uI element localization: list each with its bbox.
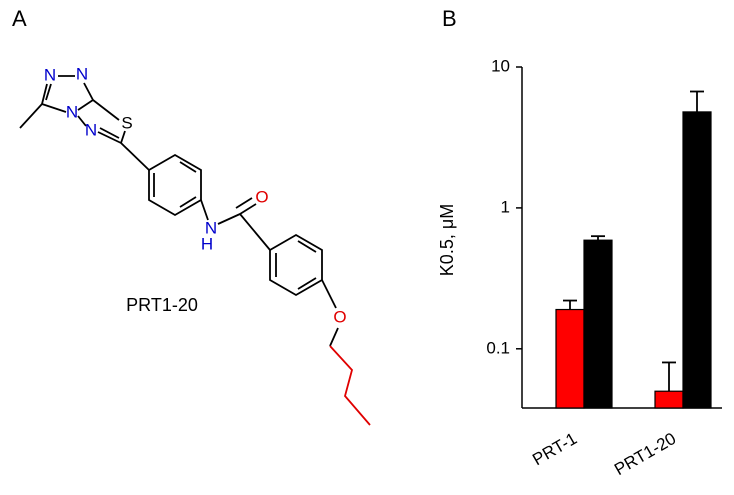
atom-label: N [85, 120, 97, 139]
structure: N N N N S N H O O PRT1-20 [19, 64, 371, 426]
y-tick-label: 10 [491, 56, 510, 75]
compound-name: PRT1-20 [126, 295, 198, 315]
x-tick-label: PRT1-20 [611, 429, 679, 479]
atom-label: O [255, 187, 268, 206]
atom-label: O [333, 307, 346, 326]
bar [583, 239, 613, 409]
y-tick-label: 0.1 [486, 338, 510, 357]
bar [654, 390, 684, 409]
atom-label: N [205, 218, 217, 237]
atom-label: N [44, 65, 56, 84]
atom-label: S [121, 113, 132, 132]
atom-label: N [66, 102, 78, 121]
y-tick-label: 1 [501, 197, 510, 216]
panel-label: B [442, 6, 457, 31]
atom-label: N [76, 64, 88, 83]
y-axis-label: K0.5, μM [437, 204, 457, 276]
panel-label: A [12, 6, 27, 31]
x-tick-label: PRT-1 [529, 429, 580, 469]
atom-label: H [201, 234, 213, 253]
bar [555, 308, 585, 409]
bar [682, 111, 712, 409]
